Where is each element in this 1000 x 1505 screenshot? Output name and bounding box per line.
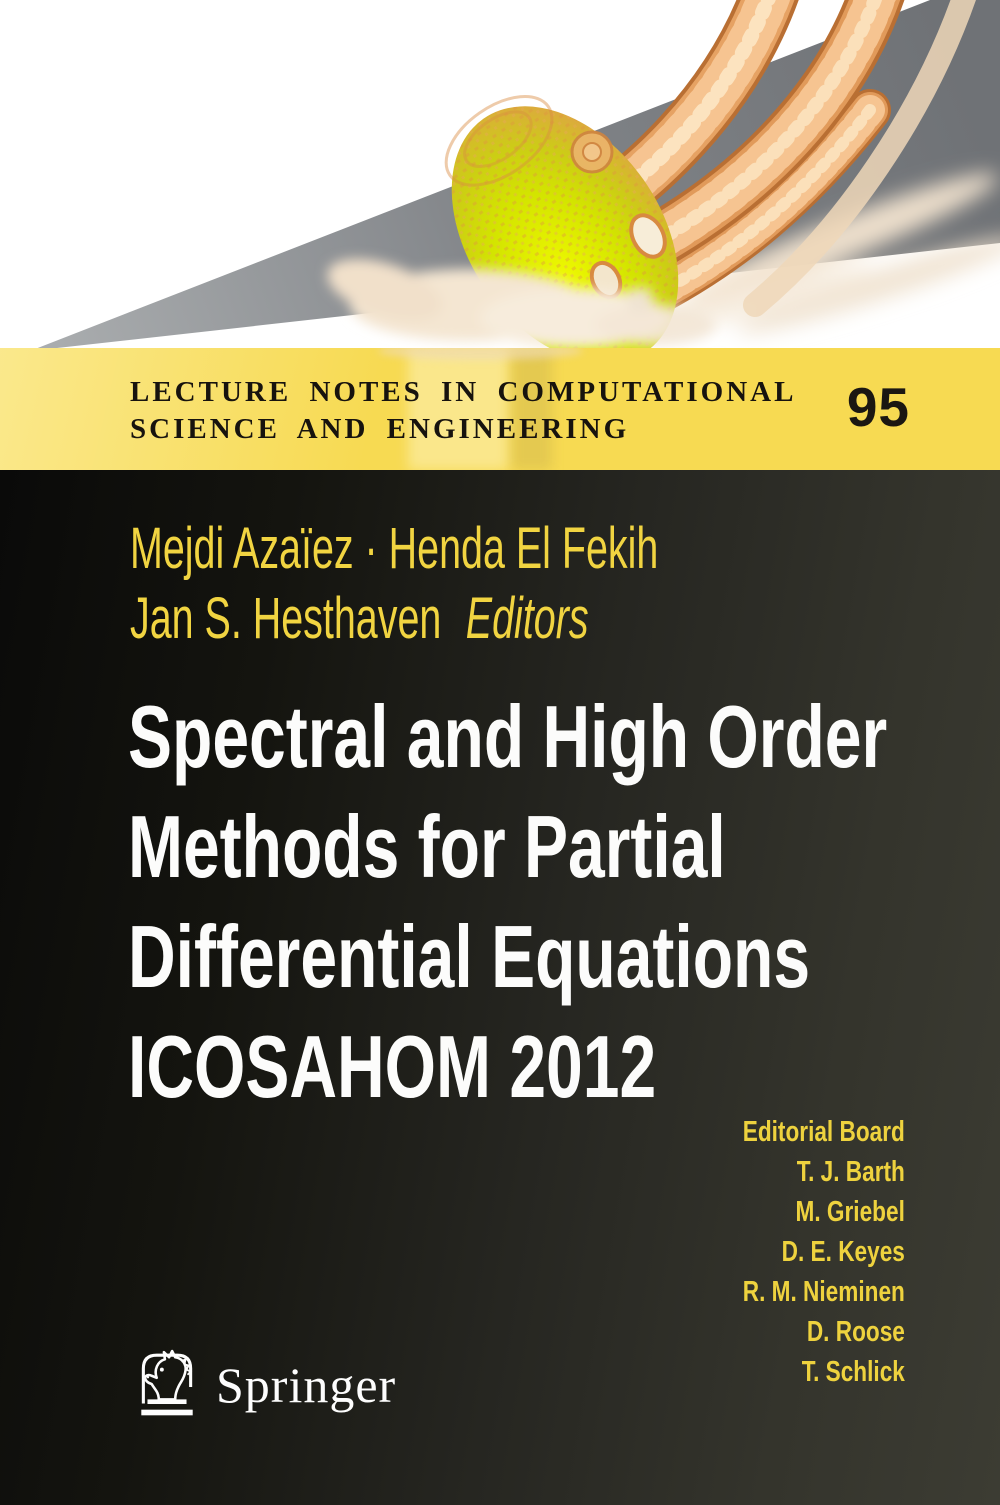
book-title-line3: Differential Equations — [128, 907, 811, 1006]
publisher-logo: Springer — [136, 1348, 586, 1438]
series-title-line1: LECTURE NOTES IN COMPUTATIONAL — [130, 376, 797, 408]
cover-lower-panel: Mejdi Azaïez · Henda El Fekih Jan S. Hes… — [0, 470, 1000, 1505]
band-reflection — [408, 348, 508, 470]
springer-horse-icon — [141, 1349, 193, 1416]
band-light-wedge — [0, 348, 1000, 470]
series-title: LECTURE NOTES IN COMPUTATIONAL SCIENCE A… — [130, 374, 796, 448]
series-volume-number: 95 — [846, 376, 910, 438]
band-shade — [512, 348, 552, 470]
editorial-board-block: Editorial Board T. J. Barth M. Griebel D… — [743, 1112, 905, 1392]
cover-artwork — [0, 0, 1000, 364]
series-title-line2: SCIENCE AND ENGINEERING — [130, 413, 630, 445]
editors-role-label: Editors — [465, 586, 589, 651]
cream-blobs — [327, 259, 715, 348]
series-band: LECTURE NOTES IN COMPUTATIONAL SCIENCE A… — [0, 348, 1000, 470]
book-title-line2: Methods for Partial — [128, 797, 726, 896]
editorial-board-member: D. E. Keyes — [781, 1236, 905, 1268]
editorial-board-heading: Editorial Board — [742, 1116, 905, 1148]
editors-line1: Mejdi Azaïez · Henda El Fekih — [130, 516, 659, 581]
publisher-wordmark: Springer — [216, 1357, 397, 1413]
book-title-line1: Spectral and High Order — [128, 687, 888, 786]
editorial-board-member: R. M. Nieminen — [742, 1276, 905, 1308]
editors-block: Mejdi Azaïez · Henda El Fekih Jan S. Hes… — [130, 514, 658, 654]
editor-name: Jan S. Hesthaven — [130, 586, 442, 651]
flagellate-simulation-image — [30, 0, 1000, 364]
editorial-board-member: M. Griebel — [795, 1196, 905, 1228]
book-title: Spectral and High Order Methods for Part… — [128, 682, 887, 1122]
editors-line2: Jan S. Hesthaven Editors — [130, 584, 658, 654]
book-title-line4: ICOSAHOM 2012 — [128, 1017, 657, 1116]
editorial-board-member: D. Roose — [806, 1316, 905, 1348]
editorial-board-member: T. Schlick — [801, 1356, 905, 1388]
editorial-board-member: T. J. Barth — [796, 1156, 905, 1188]
band-blob-shadow — [378, 348, 583, 360]
